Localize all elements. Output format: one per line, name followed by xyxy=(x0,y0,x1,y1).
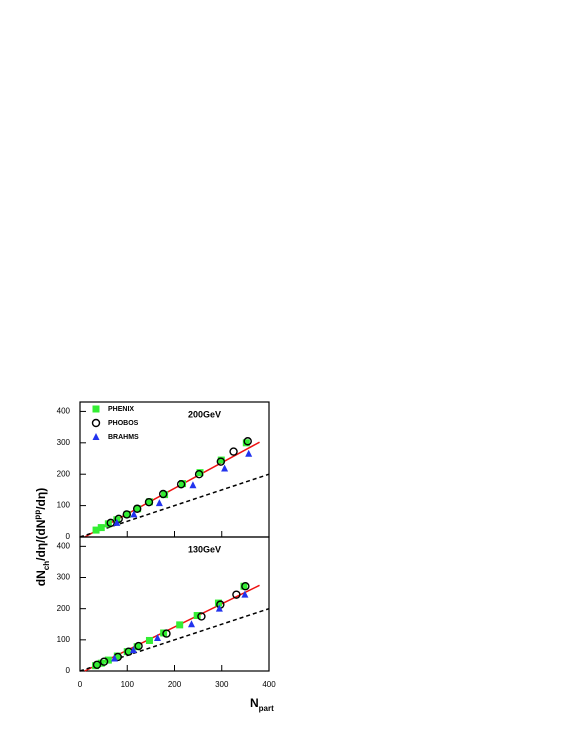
square-marker xyxy=(145,498,153,506)
square-marker xyxy=(145,636,153,644)
triangle-marker xyxy=(113,518,121,526)
circle-marker xyxy=(92,660,102,669)
square-marker xyxy=(92,662,100,670)
triangle-marker xyxy=(221,464,229,472)
triangle-marker xyxy=(241,590,249,598)
fit-line xyxy=(79,473,270,538)
square-marker xyxy=(113,652,121,660)
square-marker xyxy=(97,524,105,532)
triangle-marker xyxy=(153,633,161,641)
x-axis-label: Npart xyxy=(250,696,274,712)
y-label-part: /dη) xyxy=(34,488,48,510)
square-marker xyxy=(104,656,112,664)
square-marker xyxy=(179,480,187,488)
y-tick-label: 300 xyxy=(57,438,71,447)
legend-marker xyxy=(92,433,100,440)
square-marker xyxy=(240,582,248,590)
triangle-marker xyxy=(129,646,137,654)
plot-frame xyxy=(79,536,270,672)
circle-marker xyxy=(162,629,171,638)
circle-marker xyxy=(229,447,238,456)
circle-marker xyxy=(99,657,109,666)
square-marker xyxy=(123,510,131,518)
circle-marker xyxy=(176,480,186,489)
square-marker xyxy=(193,612,201,620)
x-tick-label: 0 xyxy=(78,680,83,689)
y-tick-label: 0 xyxy=(66,532,71,541)
square-marker xyxy=(161,491,169,499)
triangle-marker xyxy=(110,654,118,662)
y-tick-label: 200 xyxy=(57,604,71,613)
y-tick-label: 0 xyxy=(66,666,71,675)
y-tick-label: 400 xyxy=(57,541,71,550)
square-marker xyxy=(133,643,141,651)
y-label-sub: ch xyxy=(42,561,51,570)
y-label-part: dN xyxy=(34,570,48,586)
circle-marker xyxy=(232,590,241,599)
x-label-sub: part xyxy=(259,704,274,713)
y-label-sup: pp xyxy=(33,510,42,520)
circle-marker xyxy=(106,518,115,528)
legend-label: BRAHMS xyxy=(108,434,139,441)
triangle-marker xyxy=(189,481,197,489)
y-tick-label: 300 xyxy=(57,573,71,582)
circle-marker xyxy=(132,504,142,513)
square-marker xyxy=(217,456,225,464)
triangle-marker xyxy=(155,499,163,507)
square-marker xyxy=(242,439,250,447)
square-marker xyxy=(196,469,204,477)
panel-annotation: 130GeV xyxy=(188,544,221,554)
y-label-part: /dη/(dN xyxy=(34,520,48,561)
square-marker xyxy=(134,505,142,513)
circle-marker xyxy=(114,514,123,523)
x-tick-label: 300 xyxy=(215,680,229,689)
circle-marker xyxy=(197,612,206,621)
y-axis-label: dNch/dη/(dNpp/dη) xyxy=(33,488,51,586)
triangle-marker xyxy=(188,620,196,628)
legend-label: PHENIX xyxy=(108,406,134,413)
circle-marker xyxy=(144,497,154,507)
y-tick-label: 400 xyxy=(57,407,71,416)
circle-marker xyxy=(194,470,204,479)
square-marker xyxy=(104,520,112,528)
square-marker xyxy=(176,621,184,629)
legend-marker xyxy=(91,418,101,428)
circle-marker xyxy=(216,457,226,466)
square-marker xyxy=(123,648,131,656)
square-marker xyxy=(214,599,222,607)
triangle-marker xyxy=(215,604,223,612)
circle-marker xyxy=(122,510,131,519)
panel-annotation: 200GeV xyxy=(188,409,221,419)
circle-marker xyxy=(241,582,250,591)
circle-marker xyxy=(158,489,168,499)
circle-marker xyxy=(243,437,252,446)
x-tick-label: 100 xyxy=(121,680,135,689)
circle-marker xyxy=(134,641,143,651)
triangle-marker xyxy=(130,510,138,518)
legend-label: PHOBOS xyxy=(108,420,139,427)
x-label-part: N xyxy=(250,696,259,710)
y-tick-label: 100 xyxy=(57,501,71,510)
legend-marker xyxy=(92,405,100,413)
y-tick-label: 200 xyxy=(57,469,71,478)
x-tick-label: 400 xyxy=(262,680,276,689)
fit-line xyxy=(79,607,270,672)
triangle-marker xyxy=(245,449,253,457)
square-marker xyxy=(92,526,100,534)
y-tick-label: 100 xyxy=(57,635,71,644)
x-tick-label: 200 xyxy=(168,680,182,689)
